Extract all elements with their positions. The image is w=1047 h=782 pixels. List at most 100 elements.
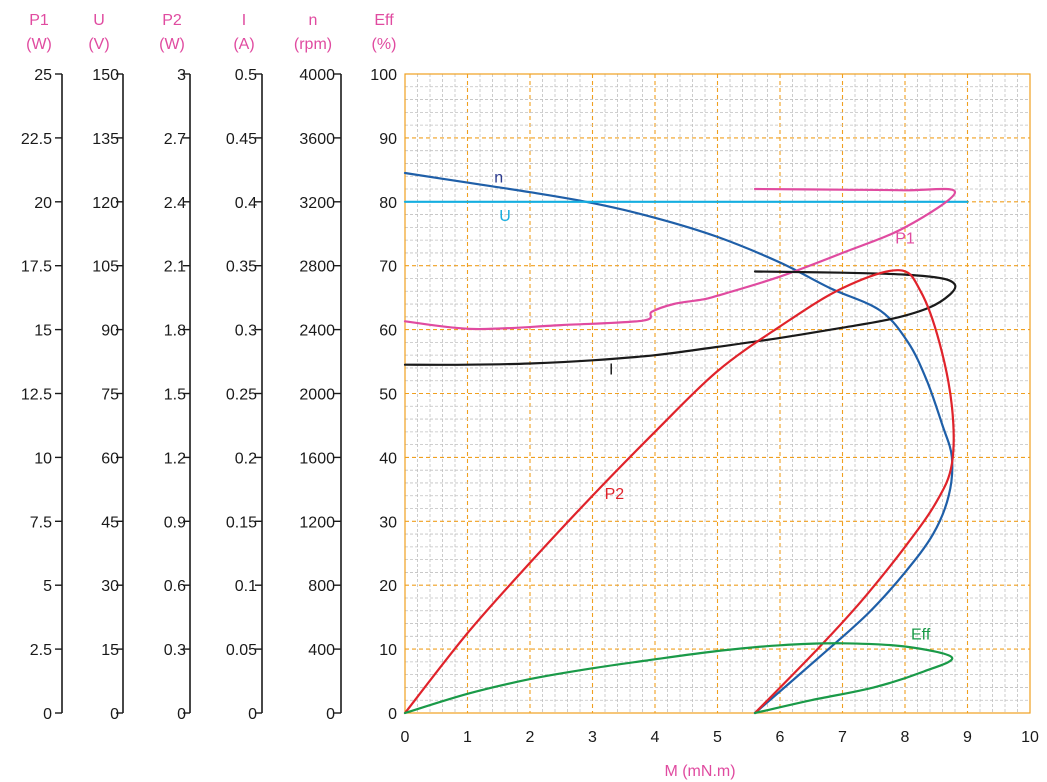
- axis-tick-label: 0: [388, 706, 397, 723]
- value-axes: P1 (W) 0 2.5 5 7.5 10 12.5 15 17.5 20 22.5 25 U (V) 0 15…: [21, 12, 397, 723]
- x-tick-label: 1: [463, 729, 472, 746]
- series-line-n: [403, 171, 954, 715]
- axis-tick-label: 0.45: [226, 131, 257, 148]
- axis-tick-label: 25: [34, 67, 52, 84]
- axis-unit-i: (A): [233, 36, 254, 53]
- axis-tick-label: 0.05: [226, 642, 257, 659]
- axis-tick-label: 0: [326, 706, 335, 723]
- axis-tick-label: 10: [379, 642, 397, 659]
- x-tick-label: 9: [963, 729, 972, 746]
- axis-tick-label: 0.25: [226, 387, 257, 404]
- axis-tick-label: 1200: [299, 514, 335, 531]
- x-tick-label: 4: [651, 729, 660, 746]
- x-tick-label: 6: [776, 729, 785, 746]
- axis-name-n: n: [309, 12, 318, 29]
- axis-tick-label: 30: [379, 514, 397, 531]
- axis-tick-label: 0.15: [226, 514, 257, 531]
- x-tick-label: 10: [1021, 729, 1039, 746]
- axis-tick-label: 0: [110, 706, 119, 723]
- series-label-n: n: [494, 170, 503, 187]
- axis-tick-label: 10: [34, 450, 52, 467]
- axis-tick-label: 2400: [299, 323, 335, 340]
- axis-unit-eff: (%): [372, 36, 397, 53]
- series-label-u: U: [499, 208, 511, 225]
- axis-tick-label: 0: [177, 706, 186, 723]
- chart-series: n U P1 I P2 Eff: [403, 170, 969, 715]
- axis-tick-label: 70: [379, 259, 397, 276]
- axis-unit-p2: (W): [159, 36, 185, 53]
- axis-name-p1: P1: [29, 12, 49, 29]
- x-tick-label: 8: [901, 729, 910, 746]
- axis-tick-label: 3200: [299, 195, 335, 212]
- axis-tick-label: 105: [92, 259, 119, 276]
- axis-tick-label: 0.6: [164, 578, 186, 595]
- axis-tick-label: 40: [379, 450, 397, 467]
- axis-name-eff: Eff: [374, 12, 394, 29]
- axis-tick-label: 4000: [299, 67, 335, 84]
- axis-tick-label: 2.5: [30, 642, 52, 659]
- series-line-eff: [403, 642, 954, 715]
- axis-tick-label: 0.2: [235, 450, 257, 467]
- x-tick-label: 3: [588, 729, 597, 746]
- axis-unit-n: (rpm): [294, 36, 332, 53]
- axis-tick-label: 0: [248, 706, 257, 723]
- series-line-p2: [403, 269, 955, 715]
- axis-tick-label: 3: [177, 67, 186, 84]
- x-tick-label: 7: [838, 729, 847, 746]
- axis-tick-label: 0.3: [164, 642, 186, 659]
- axis-tick-label: 1.8: [164, 323, 186, 340]
- x-tick-label: 5: [713, 729, 722, 746]
- axis-tick-label: 90: [379, 131, 397, 148]
- axis-tick-label: 60: [101, 450, 119, 467]
- x-tick-label: 2: [526, 729, 535, 746]
- axis-tick-label: 5: [43, 578, 52, 595]
- axis-tick-label: 400: [308, 642, 335, 659]
- axis-tick-label: 0.5: [235, 67, 257, 84]
- axis-name-u: U: [93, 12, 105, 29]
- axis-tick-label: 20: [379, 578, 397, 595]
- axis-tick-label: 2.1: [164, 259, 186, 276]
- axis-name-i: I: [242, 12, 246, 29]
- axis-tick-label: 1.5: [164, 387, 186, 404]
- axis-tick-label: 17.5: [21, 259, 52, 276]
- axis-tick-label: 135: [92, 131, 119, 148]
- axis-tick-label: 1600: [299, 450, 335, 467]
- axis-tick-label: 1.2: [164, 450, 186, 467]
- axis-tick-label: 80: [379, 195, 397, 212]
- axis-tick-label: 0.4: [235, 195, 257, 212]
- axis-tick-label: 3600: [299, 131, 335, 148]
- axis-name-p2: P2: [162, 12, 182, 29]
- axis-tick-label: 75: [101, 387, 119, 404]
- x-axis: M (mN.m) 0 1 2 3 4 5 6 7 8 9 10: [401, 729, 1039, 780]
- axis-tick-label: 45: [101, 514, 119, 531]
- axis-tick-label: 0: [43, 706, 52, 723]
- axis-unit-p1: (W): [26, 36, 52, 53]
- axis-tick-label: 90: [101, 323, 119, 340]
- plot-frame: [404, 73, 1031, 714]
- axis-unit-u: (V): [88, 36, 109, 53]
- axis-tick-label: 15: [101, 642, 119, 659]
- axis-tick-label: 22.5: [21, 131, 52, 148]
- series-line-p1: [403, 187, 957, 331]
- axis-tick-label: 50: [379, 387, 397, 404]
- axis-tick-label: 0.35: [226, 259, 257, 276]
- series-label-eff: Eff: [911, 627, 931, 644]
- series-label-i: I: [609, 361, 613, 378]
- axis-tick-label: 0.1: [235, 578, 257, 595]
- axis-tick-label: 30: [101, 578, 119, 595]
- series-line-i: [403, 270, 957, 366]
- axis-tick-label: 2.4: [164, 195, 186, 212]
- axis-tick-label: 15: [34, 323, 52, 340]
- chart-grid: [405, 74, 1030, 713]
- axis-tick-label: 2800: [299, 259, 335, 276]
- axis-tick-label: 120: [92, 195, 119, 212]
- axis-tick-label: 0.3: [235, 323, 257, 340]
- axis-tick-label: 2000: [299, 387, 335, 404]
- axis-tick-label: 12.5: [21, 387, 52, 404]
- axis-tick-label: 150: [92, 67, 119, 84]
- axis-tick-label: 60: [379, 323, 397, 340]
- series-label-p2: P2: [605, 486, 625, 503]
- series-label-p1: P1: [895, 230, 915, 247]
- axis-tick-label: 100: [370, 67, 397, 84]
